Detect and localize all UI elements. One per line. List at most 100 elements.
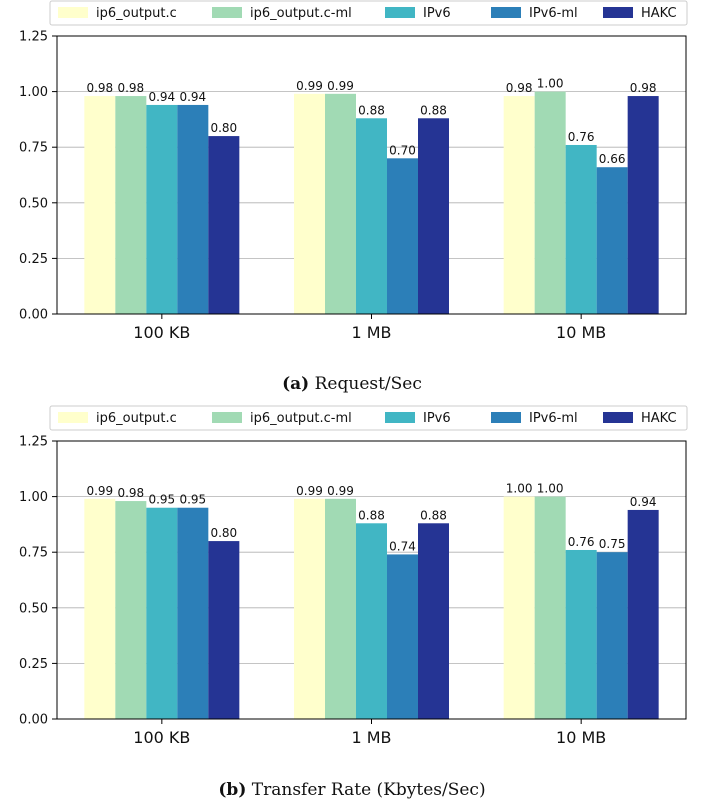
axes-frame: [56, 440, 687, 720]
legend-frame: [49, 0, 688, 26]
legend-label: ip6_output.c-ml: [250, 6, 352, 21]
bar-value-label: 0.70: [389, 143, 416, 157]
bar-value-label: 0.76: [568, 535, 595, 549]
x-tick-label: 1 MB: [351, 323, 391, 342]
axes-frame: [56, 35, 687, 315]
bar-value-label: 0.99: [327, 484, 354, 498]
caption: (a) Request/Sec: [282, 374, 422, 394]
bar-value-label: 0.99: [327, 79, 354, 93]
y-tick-label: 1.25: [19, 435, 48, 450]
caption-text: Transfer Rate (Kbytes/Sec): [246, 780, 485, 800]
bar-value-label: 0.94: [179, 90, 206, 104]
bar-value-label: 0.98: [117, 486, 144, 500]
bar: [325, 498, 356, 719]
y-tick-label: 0.25: [19, 252, 48, 267]
y-tick-label: 0.00: [19, 713, 48, 728]
y-tick-label: 0.50: [19, 196, 48, 211]
legend-swatch: [603, 412, 633, 423]
bar: [387, 554, 418, 719]
y-tick-label: 0.25: [19, 657, 48, 672]
legend-label: ip6_output.c-ml: [250, 411, 352, 426]
bar: [534, 496, 566, 719]
legend-swatch: [58, 412, 88, 423]
bar: [294, 498, 325, 719]
caption-text: Request/Sec: [309, 374, 422, 394]
legend-label: HAKC: [641, 411, 677, 426]
legend-label: HAKC: [641, 6, 677, 21]
bar-value-label: 0.75: [599, 537, 626, 551]
bar: [146, 104, 178, 314]
bar: [115, 501, 147, 719]
legend-swatch: [212, 412, 242, 423]
bar-value-label: 0.80: [210, 526, 237, 540]
bar-value-label: 0.99: [86, 484, 113, 498]
bar: [534, 91, 566, 314]
x-tick-label: 10 MB: [556, 728, 606, 747]
bar-value-label: 0.80: [210, 121, 237, 135]
y-tick-label: 0.75: [19, 546, 48, 561]
bar-value-label: 0.88: [420, 508, 447, 522]
y-tick-label: 1.00: [19, 490, 48, 505]
legend-label: IPv6-ml: [529, 411, 578, 426]
bar-value-label: 0.66: [599, 152, 626, 166]
bar: [356, 118, 387, 315]
bar-value-label: 0.98: [86, 81, 113, 95]
bar: [325, 93, 356, 314]
y-tick-label: 0.75: [19, 141, 48, 156]
bar: [627, 509, 659, 719]
legend-label: IPv6: [423, 411, 451, 426]
bar-value-label: 0.94: [148, 90, 175, 104]
legend-frame: [49, 405, 688, 431]
legend-label: IPv6: [423, 6, 451, 21]
bar: [177, 104, 209, 314]
bar-value-label: 1.00: [537, 77, 564, 91]
bar-value-label: 0.74: [389, 539, 416, 553]
legend: ip6_output.c ip6_output.c-ml IPv6 IPv6-ml HA…: [49, 405, 688, 431]
bar: [596, 552, 628, 719]
bar-value-label: 0.76: [568, 130, 595, 144]
bar: [146, 507, 178, 719]
bar: [84, 96, 116, 314]
legend-swatch: [58, 7, 88, 18]
bar-value-label: 0.95: [179, 493, 206, 507]
legend-swatch: [212, 7, 242, 18]
bar: [356, 523, 387, 719]
caption-label: (a): [282, 374, 309, 394]
bar: [418, 523, 449, 719]
x-tick-label: 100 KB: [133, 323, 190, 342]
bar-value-label: 1.00: [537, 482, 564, 496]
bar-value-label: 0.94: [630, 495, 657, 509]
caption: (b) Transfer Rate (Kbytes/Sec): [218, 780, 485, 800]
bar: [565, 549, 597, 719]
chart-panel-a: 0.00 0.25 0.50 0.75 1.00 1.25 0.98 0.98 0.94 0.94…: [19, 0, 688, 394]
y-tick-label: 1.25: [19, 30, 48, 45]
bar: [84, 498, 116, 719]
bar-value-label: 0.88: [358, 103, 385, 117]
bar: [503, 96, 535, 314]
legend-swatch: [385, 412, 415, 423]
bar: [596, 167, 628, 314]
legend-swatch: [491, 412, 521, 423]
bar: [177, 507, 209, 719]
legend-label: ip6_output.c: [96, 6, 177, 21]
legend-swatch: [385, 7, 415, 18]
bar-value-label: 0.88: [420, 103, 447, 117]
bar-value-label: 0.99: [296, 79, 323, 93]
bar-value-label: 1.00: [506, 482, 533, 496]
bar-value-label: 0.98: [506, 81, 533, 95]
legend-swatch: [603, 7, 633, 18]
chart-panel-b: 0.00 0.25 0.50 0.75 1.00 1.25 0.99 0.98 0.95 0.95…: [19, 405, 688, 800]
bar-value-label: 0.88: [358, 508, 385, 522]
bar-value-label: 0.99: [296, 484, 323, 498]
y-tick-label: 0.00: [19, 308, 48, 323]
legend: ip6_output.c ip6_output.c-ml IPv6 IPv6-ml HA…: [49, 0, 688, 26]
bar: [418, 118, 449, 315]
x-tick-label: 100 KB: [133, 728, 190, 747]
bar: [294, 93, 325, 314]
bar: [208, 541, 240, 719]
bar: [115, 96, 147, 314]
caption-label: (b): [218, 780, 246, 800]
x-tick-label: 10 MB: [556, 323, 606, 342]
bar: [503, 496, 535, 719]
